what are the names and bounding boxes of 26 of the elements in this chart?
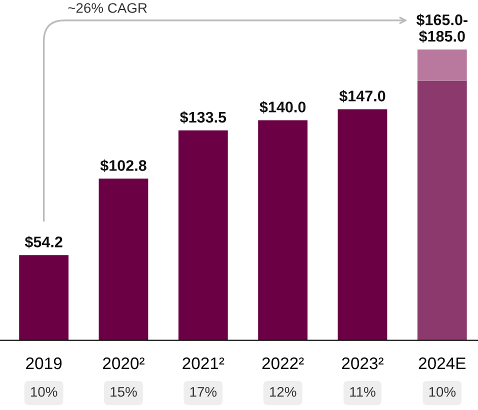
data-label: $140.0 bbox=[260, 100, 306, 114]
x-tick-label: 2019 bbox=[26, 357, 62, 370]
x-tick-label: 2020² bbox=[103, 357, 144, 370]
bar bbox=[19, 255, 69, 340]
x-tick-label: 2021² bbox=[182, 357, 224, 370]
bar bbox=[338, 109, 388, 340]
data-label: $165.0- $185.0 bbox=[416, 14, 468, 43]
bar bbox=[417, 80, 467, 340]
text: 15% bbox=[110, 387, 137, 397]
data-label: $54.2 bbox=[24, 236, 62, 248]
bar bbox=[258, 120, 308, 340]
bar bbox=[98, 178, 148, 340]
bar bbox=[417, 49, 467, 81]
text: 12% bbox=[270, 386, 296, 397]
x-tick-label: 2022² bbox=[262, 357, 304, 370]
data-label: $133.5 bbox=[180, 111, 226, 124]
text: 11% bbox=[350, 387, 376, 397]
x-tick-label: 2023² bbox=[342, 357, 384, 370]
text: ~26% CAGR bbox=[68, 3, 147, 13]
text: 10% bbox=[30, 386, 58, 397]
text: 10% bbox=[429, 386, 456, 397]
bar bbox=[178, 130, 228, 340]
data-label: $147.0 bbox=[339, 90, 386, 102]
data-label: $102.8 bbox=[100, 159, 146, 172]
text: 17% bbox=[190, 387, 217, 397]
x-tick-label: 2024E bbox=[418, 357, 466, 370]
